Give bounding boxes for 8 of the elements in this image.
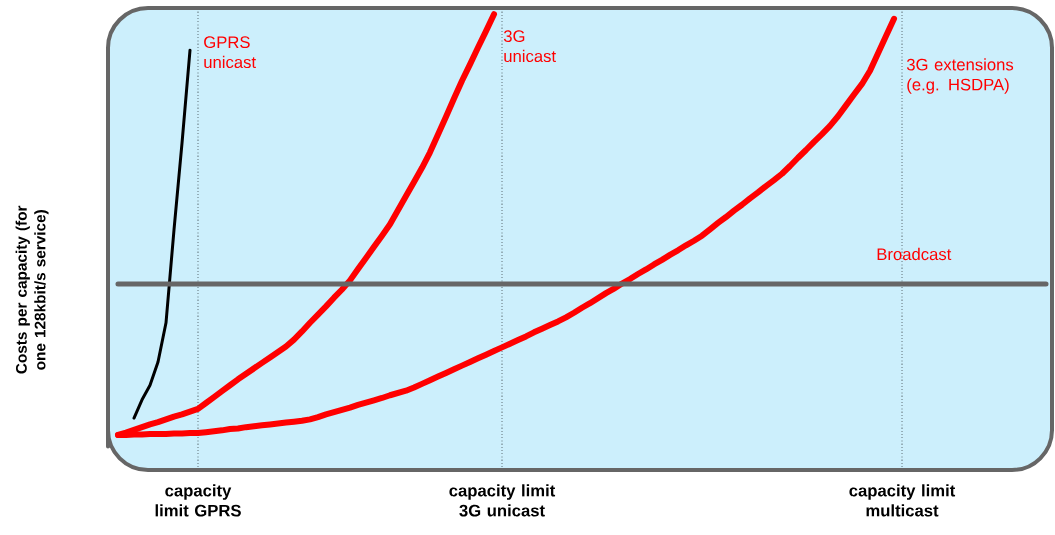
x-tick-label: capacity limit multicast [849, 484, 956, 517]
series-label: GPRS unicast [204, 36, 256, 69]
series-label: Broadcast [877, 247, 952, 261]
x-tick-label: capacity limit 3G unicast [449, 484, 556, 517]
series-label: 3G unicast [503, 30, 556, 63]
x-tick-label: capacity limit GPRS [155, 484, 241, 517]
series-label: 3G extensions (e.g. HSDPA) [906, 58, 1014, 94]
y-axis-title: Costs per capacity (for one 128kbit/s service) [15, 205, 49, 374]
